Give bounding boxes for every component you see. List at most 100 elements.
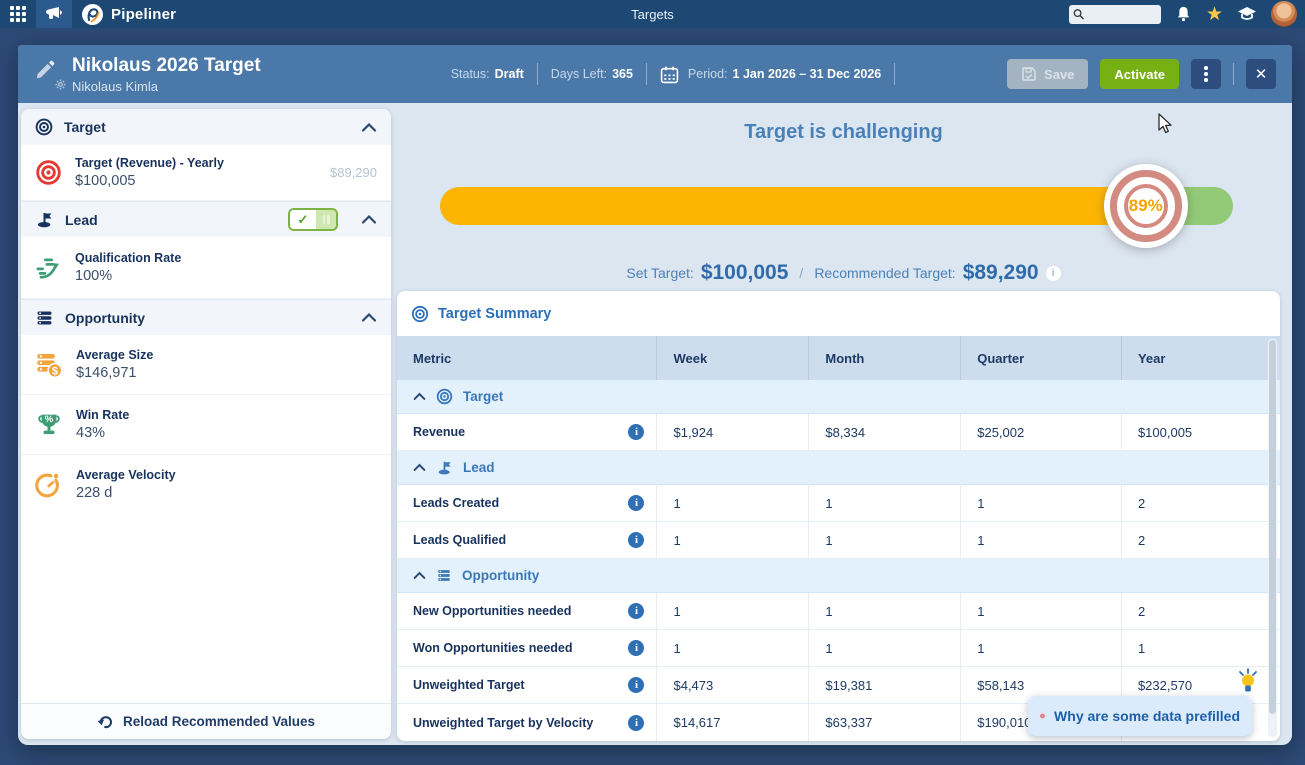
lead-toggle-on[interactable]: ✓ (288, 208, 338, 231)
lightbulb-icon[interactable] (1235, 666, 1261, 694)
target-red-icon (1040, 713, 1045, 719)
page-title: Targets (631, 6, 674, 22)
target-icon (35, 118, 53, 136)
item-value: $146,971 (76, 365, 137, 381)
item-value: 100% (75, 268, 113, 284)
qualification-rate-icon (36, 258, 59, 279)
chevron-up-icon (413, 571, 426, 579)
education-cap-icon[interactable] (1237, 6, 1257, 22)
divider (536, 63, 538, 85)
column-header-quarter: Quarter (961, 336, 1122, 380)
pipeliner-logo[interactable]: Pipeliner (82, 3, 176, 25)
target-red-icon (36, 160, 61, 185)
status-field: Status: Draft (450, 67, 524, 81)
bullseye-ring-outer (1109, 170, 1182, 242)
cell-quarter: 1 (961, 593, 1122, 629)
cell-month: $8,334 (809, 414, 962, 450)
metric-label: Leads Qualified (413, 533, 507, 547)
info-icon[interactable]: i (628, 495, 645, 511)
table-row: Unweighted Target i $4,473 $19,381 $58,14… (397, 667, 1280, 704)
lead-icon (438, 461, 451, 474)
announcements-button[interactable] (36, 0, 72, 28)
app-launcher-button[interactable] (0, 0, 36, 28)
table-row: Revenue i $1,924 $8,334 $25,002 $100,005 (397, 414, 1280, 451)
progress-badge: 89% (1103, 164, 1188, 248)
table-row: Unweighted Target by Velocity i $14,617 $… (397, 704, 1280, 741)
close-button[interactable]: ✕ (1246, 59, 1276, 89)
user-avatar[interactable] (1271, 1, 1297, 27)
search-input[interactable] (1086, 6, 1157, 22)
target-title: Nikolaus 2026 Target (72, 54, 261, 76)
cell-year: $232,570 (1137, 677, 1193, 693)
cell-year: 2 (1137, 603, 1146, 619)
cell-month: 1 (809, 522, 962, 558)
prefilled-data-tooltip[interactable]: Why are some data prefilled (1028, 696, 1252, 736)
info-icon[interactable]: i (628, 677, 645, 693)
cell-quarter: $58,143 (961, 667, 1122, 703)
favorites-star-icon[interactable]: ★ (1205, 3, 1223, 25)
table-scrollbar[interactable] (1268, 339, 1277, 737)
gear-icon (55, 79, 66, 90)
item-label: Target (Revenue) - Yearly (75, 156, 224, 170)
cell-quarter: 1 (961, 522, 1122, 558)
days-left-field: Days Left: 365 (550, 67, 633, 81)
activate-button[interactable]: Activate (1100, 59, 1179, 89)
save-button[interactable]: Save (1007, 59, 1089, 89)
sidebar-item-qualification-rate[interactable]: Qualification Rate 100% (21, 237, 391, 299)
sidebar-item-win-rate[interactable]: % Win Rate 43% (21, 395, 391, 455)
target-editor-panel: Nikolaus 2026 Target Nikolaus Kimla Stat… (18, 45, 1292, 745)
cell-month: 1 (809, 593, 962, 629)
divider (1233, 63, 1234, 85)
sidebar-section-lead[interactable]: Lead ✓ (21, 201, 391, 237)
chevron-up-icon (413, 392, 426, 400)
cell-month: $63,337 (809, 704, 962, 741)
table-group-lead[interactable]: Lead (397, 451, 1280, 485)
info-icon[interactable]: i (1045, 265, 1061, 281)
info-icon[interactable]: i (628, 424, 645, 440)
global-search[interactable] (1068, 4, 1161, 24)
table-group-target[interactable]: Target (397, 380, 1280, 414)
sidebar-item-target-revenue[interactable]: Target (Revenue) - Yearly $100,005 $89,2… (21, 145, 391, 201)
scrollbar-thumb[interactable] (1269, 340, 1276, 715)
target-main-area: Target is challenging 89% Set Target: $1… (395, 103, 1292, 745)
sidebar-section-opportunity[interactable]: Opportunity (21, 299, 391, 335)
chevron-up-icon[interactable] (361, 214, 377, 225)
chevron-up-icon[interactable] (361, 312, 377, 323)
info-icon[interactable]: i (628, 603, 645, 619)
more-options-button[interactable] (1191, 59, 1221, 89)
table-group-opportunity[interactable]: Opportunity (397, 559, 1280, 593)
table-row: Leads Qualified i 1 1 1 2 (397, 522, 1280, 559)
metrics-sidebar: Target Target (Revenue) - Yearly $100,00… (21, 109, 391, 739)
info-icon[interactable]: i (628, 714, 645, 731)
recommended-value: $89,290 (330, 165, 377, 180)
cell-year: $100,005 (1137, 424, 1193, 440)
close-icon: ✕ (1254, 66, 1268, 83)
cell-quarter: $25,002 (961, 414, 1122, 450)
notifications-bell-icon[interactable] (1175, 5, 1192, 23)
set-target-value: $100,005 (700, 261, 789, 284)
target-values-row: Set Target: $100,005 / Recommended Targe… (395, 261, 1292, 285)
opportunity-icon (37, 311, 52, 324)
info-icon[interactable]: i (628, 640, 645, 656)
divider (894, 63, 896, 85)
cell-month: 1 (809, 485, 962, 521)
check-icon: ✓ (290, 210, 316, 229)
target-progress-bar: 89% (440, 164, 1233, 248)
progress-percent: 89% (1128, 196, 1163, 215)
chevron-up-icon[interactable] (361, 122, 377, 133)
cell-week: 1 (657, 522, 810, 558)
target-icon (436, 388, 453, 405)
info-icon[interactable]: i (628, 532, 645, 548)
item-label: Average Size (76, 348, 154, 362)
sidebar-section-target[interactable]: Target (21, 109, 391, 145)
cell-week: 1 (657, 593, 810, 629)
sidebar-item-average-velocity[interactable]: Average Velocity 228 d (21, 455, 391, 514)
item-label: Win Rate (76, 408, 130, 422)
cell-year: 2 (1137, 495, 1146, 511)
metric-label: New Opportunities needed (413, 604, 572, 618)
item-label: Average Velocity (76, 468, 176, 482)
reload-recommended-values-button[interactable]: Reload Recommended Values (21, 703, 391, 739)
pipeliner-logo-icon (82, 3, 103, 25)
cell-month: $19,381 (809, 667, 962, 703)
sidebar-item-average-size[interactable]: $ Average Size $146,971 (21, 335, 391, 395)
